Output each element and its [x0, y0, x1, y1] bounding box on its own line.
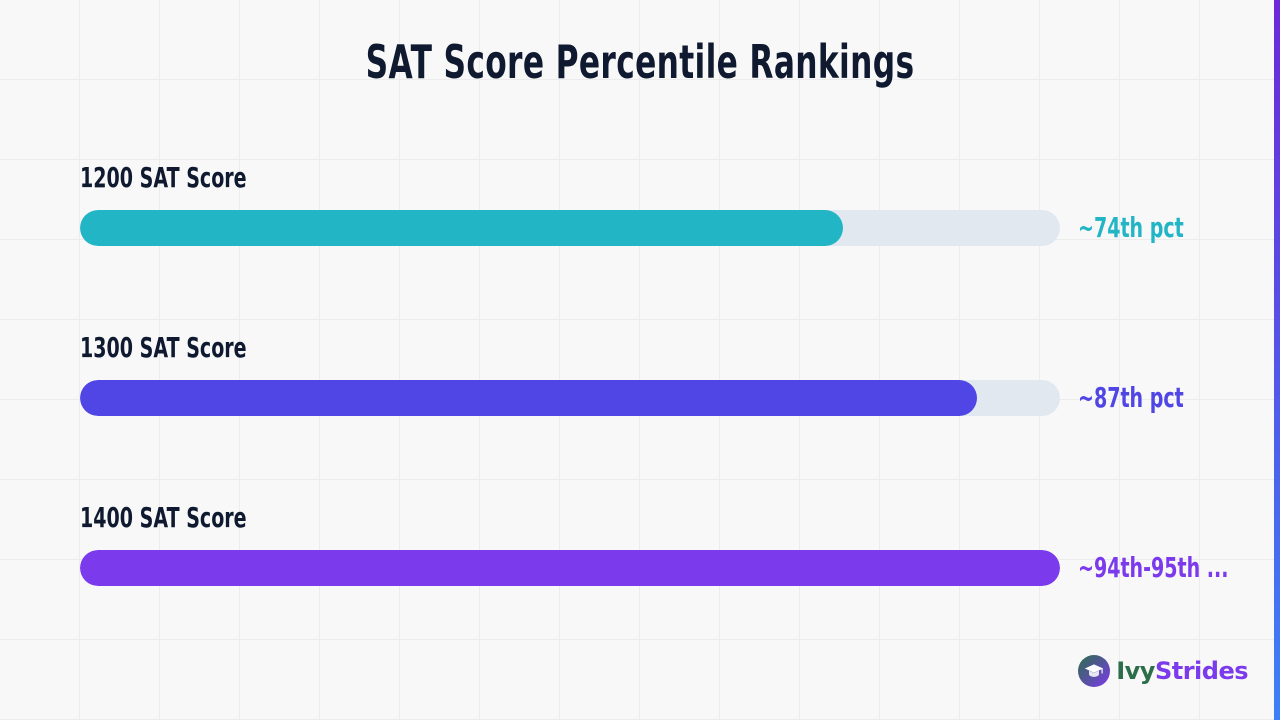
bar-track: [80, 210, 1060, 246]
category-label: 1400 SAT Score: [80, 501, 247, 534]
bar-row: 1300 SAT Score ~87th pct: [80, 328, 1260, 498]
data-label: ~87th pct: [1078, 381, 1184, 414]
bar-row: 1200 SAT Score ~74th pct: [80, 158, 1260, 328]
brand-name-part1: Ivy: [1116, 657, 1155, 685]
category-label: 1300 SAT Score: [80, 331, 247, 364]
bar: [80, 210, 844, 246]
category-label: 1200 SAT Score: [80, 161, 247, 194]
chart-title: SAT Score Percentile Rankings: [365, 35, 915, 89]
bar: [80, 550, 1060, 586]
bar-row: 1400 SAT Score ~94th-95th ...: [80, 498, 1260, 668]
accent-stripe: [1274, 0, 1280, 720]
bar-track: [80, 380, 1060, 416]
graduation-cap-icon: [1078, 655, 1111, 687]
data-label: ~74th pct: [1078, 211, 1184, 244]
bar: [80, 380, 978, 416]
data-label: ~94th-95th ...: [1078, 551, 1229, 584]
brand-logo[interactable]: Ivy Strides: [1078, 654, 1249, 688]
bar-track: [80, 550, 1060, 586]
brand-name-part2: Strides: [1154, 657, 1249, 685]
chart-area: 1200 SAT Score ~74th pct 1300 SAT Score …: [80, 158, 1260, 668]
